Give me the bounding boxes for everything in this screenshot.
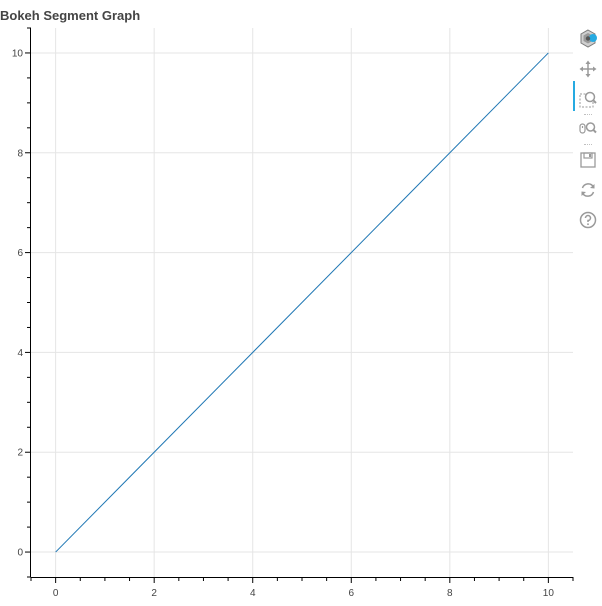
x-tick-label: 6 xyxy=(348,588,354,599)
x-tick-label: 8 xyxy=(447,588,453,599)
help-icon[interactable] xyxy=(577,209,599,231)
chart-title: Bokeh Segment Graph xyxy=(0,8,141,23)
tool-separator xyxy=(584,144,592,145)
y-tick-label: 10 xyxy=(12,48,24,59)
save-icon[interactable] xyxy=(577,149,599,171)
data-layer xyxy=(55,52,549,553)
reset-icon[interactable] xyxy=(577,179,599,201)
active-tool-indicator xyxy=(573,81,575,111)
wheel-zoom-icon[interactable] xyxy=(577,118,599,140)
segment-line xyxy=(55,52,549,553)
bokeh-logo-icon[interactable] xyxy=(577,28,599,50)
x-tick-label: 4 xyxy=(250,588,256,599)
pan-tool-icon[interactable] xyxy=(577,58,599,80)
x-tick-label: 2 xyxy=(151,588,157,599)
tool-separator xyxy=(584,114,592,115)
grid xyxy=(31,28,573,577)
y-tick-label: 8 xyxy=(17,148,23,159)
box-zoom-icon[interactable] xyxy=(577,88,599,110)
axes: 0 2 4 6 8 10 0 2 4 6 8 10 xyxy=(12,27,574,599)
y-tick-label: 0 xyxy=(17,548,23,559)
y-tick-label: 2 xyxy=(17,448,23,459)
x-tick-label: 0 xyxy=(53,588,59,599)
x-tick-label: 10 xyxy=(543,588,555,599)
y-tick-label: 4 xyxy=(17,348,23,359)
y-tick-label: 6 xyxy=(17,248,23,259)
